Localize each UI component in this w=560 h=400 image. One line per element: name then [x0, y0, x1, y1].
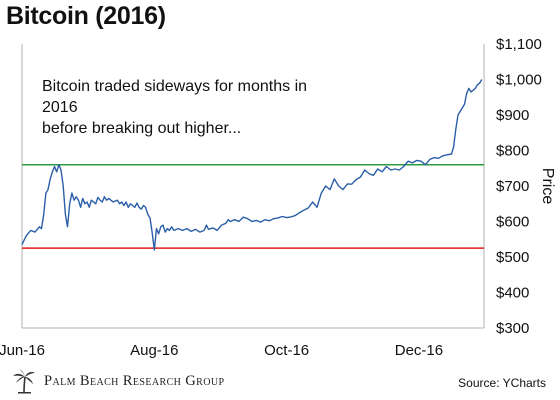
- palm-tree-icon: [13, 369, 35, 394]
- y-tick-label: $700: [496, 178, 529, 195]
- publisher-logo: Palm Beach Research Group: [12, 368, 224, 394]
- reference-lines: [22, 163, 484, 249]
- source-note: Source: YCharts: [458, 376, 546, 390]
- y-axis-ticks: $1,100 $1,000 $900 $800 $700 $600 $500 $400 $300: [496, 36, 542, 337]
- x-tick-label: Jun-16: [0, 342, 45, 359]
- x-tick-label: Dec-16: [395, 342, 443, 359]
- chart-annotation: Bitcoin traded sideways for months in 20…: [42, 76, 342, 139]
- plot-frame: [21, 44, 485, 329]
- y-tick-label: $800: [496, 143, 529, 160]
- y-tick-label: $1,000: [496, 72, 542, 89]
- chart-title: Bitcoin (2016): [6, 2, 166, 30]
- y-tick-label: $600: [496, 214, 529, 231]
- y-tick-label: $400: [496, 285, 529, 302]
- x-axis-ticks: Jun-16 Aug-16 Oct-16 Dec-16: [0, 342, 443, 359]
- y-tick-label: $500: [496, 249, 529, 266]
- annotation-line-1: Bitcoin traded sideways for months in 20…: [42, 78, 308, 116]
- x-tick-label: Aug-16: [130, 342, 178, 359]
- series-line-price: [21, 79, 483, 251]
- y-tick-label: $900: [496, 107, 529, 124]
- series-group: [21, 79, 483, 251]
- y-axis-label: Price: [539, 168, 556, 205]
- y-tick-label: $1,100: [496, 36, 542, 53]
- y-tick-label: $300: [496, 320, 529, 337]
- x-tick-label: Oct-16: [264, 342, 309, 359]
- annotation-line-2: before breaking out higher...: [42, 120, 242, 137]
- logo-text: Palm Beach Research Group: [44, 372, 225, 389]
